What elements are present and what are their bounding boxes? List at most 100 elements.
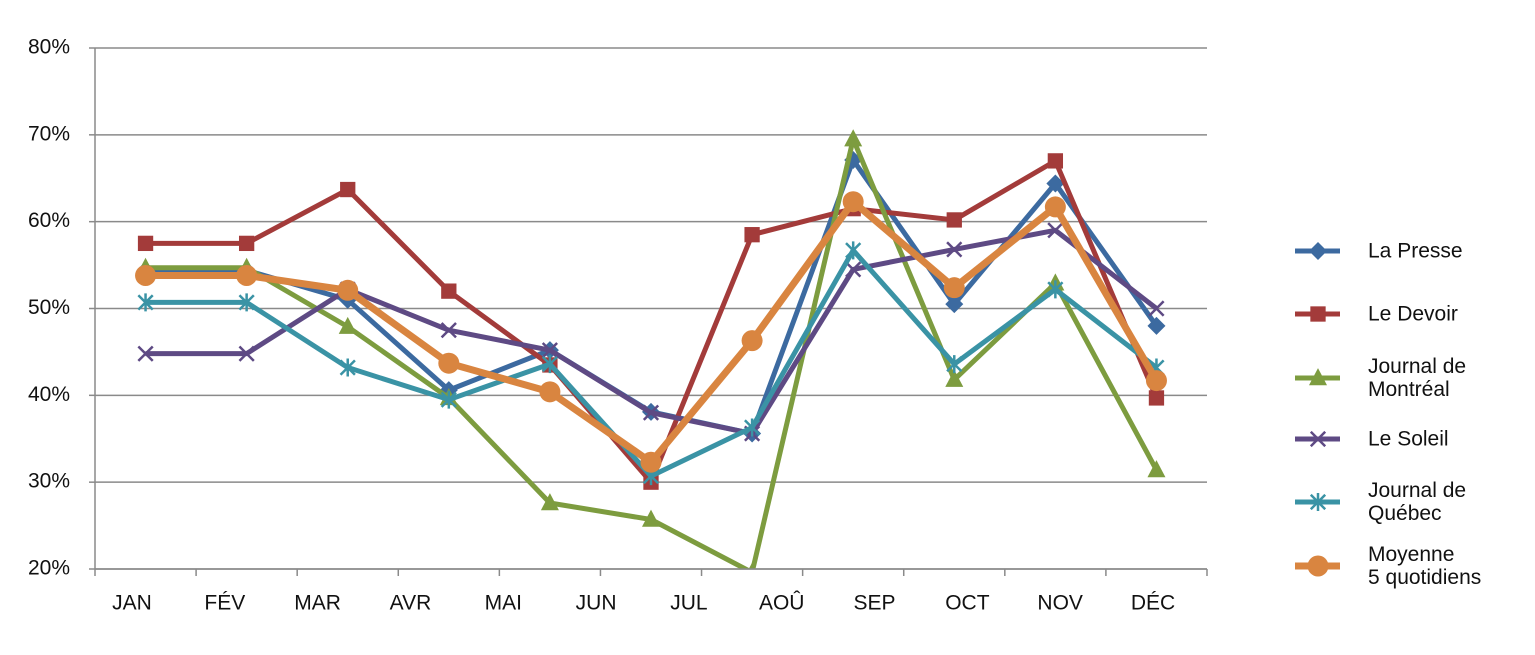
marker-part	[945, 369, 964, 387]
marker	[1046, 174, 1065, 193]
marker	[340, 181, 356, 198]
marker-part	[844, 129, 863, 147]
marker-part	[845, 241, 862, 260]
marker-part	[744, 418, 761, 437]
x-tick-label: FÉV	[204, 592, 245, 615]
marker-part	[842, 191, 864, 213]
marker	[1047, 280, 1064, 299]
marker-part	[845, 261, 862, 278]
marker	[1309, 493, 1327, 511]
x-tick-label: JAN	[112, 592, 152, 615]
marker	[137, 345, 154, 362]
x-tick-label: DÉC	[1131, 592, 1175, 615]
marker-part	[1145, 370, 1167, 392]
marker	[539, 381, 561, 403]
marker-part	[541, 342, 558, 359]
marker	[842, 191, 864, 213]
marker	[1147, 316, 1166, 335]
marker-part	[238, 345, 255, 362]
marker	[337, 279, 359, 301]
y-tick-label: 60%	[28, 209, 70, 232]
marker-part	[540, 493, 559, 511]
x-tick-label: JUL	[670, 592, 707, 615]
marker-part	[539, 381, 561, 403]
marker	[845, 241, 862, 260]
marker-part	[1307, 555, 1329, 577]
marker-part	[1046, 174, 1065, 193]
marker	[541, 355, 558, 374]
marker	[440, 390, 457, 409]
marker	[1047, 153, 1064, 169]
marker	[1307, 555, 1329, 577]
marker-part	[642, 509, 660, 527]
y-tick-label: 20%	[28, 557, 70, 580]
marker-part	[1047, 222, 1064, 239]
marker	[642, 404, 660, 421]
marker-part	[946, 241, 963, 258]
marker	[1044, 196, 1066, 218]
marker	[1148, 300, 1165, 317]
marker-part	[238, 235, 255, 252]
marker	[438, 352, 460, 374]
marker-part	[137, 345, 154, 362]
x-tick-label: OCT	[945, 592, 990, 615]
marker-part	[1309, 493, 1327, 511]
marker-part	[137, 235, 154, 252]
marker-part	[1047, 153, 1064, 169]
legend-label: Journal de Québec	[1368, 479, 1467, 525]
x-tick-label: MAI	[485, 592, 522, 615]
marker-part	[1047, 280, 1064, 299]
y-tick-label: 30%	[28, 470, 70, 493]
marker	[945, 295, 964, 314]
marker-part	[1310, 306, 1326, 322]
marker	[338, 316, 357, 334]
marker	[1310, 306, 1326, 322]
marker	[1147, 460, 1166, 478]
marker-part	[943, 277, 965, 299]
marker	[946, 355, 963, 374]
marker	[339, 358, 356, 377]
marker-part	[340, 181, 356, 198]
y-tick-label: 50%	[28, 296, 70, 319]
marker	[137, 293, 154, 312]
x-tick-label: AVR	[390, 592, 432, 615]
marker	[744, 227, 760, 243]
y-tick-label: 40%	[28, 383, 70, 406]
x-tick-label: AOÛ	[759, 592, 805, 615]
marker	[236, 265, 258, 287]
marker-part	[438, 352, 460, 374]
marker-part	[238, 293, 255, 312]
plot-area	[135, 129, 1167, 569]
marker-part	[137, 293, 154, 312]
marker	[238, 235, 255, 252]
marker	[135, 265, 157, 287]
marker-part	[741, 330, 763, 352]
marker	[946, 212, 962, 228]
marker-part	[541, 355, 558, 374]
marker	[540, 493, 559, 511]
marker	[642, 509, 660, 527]
marker-part	[236, 265, 258, 287]
marker-part	[946, 212, 962, 228]
legend-label: Le Devoir	[1368, 302, 1458, 326]
marker	[238, 345, 255, 362]
marker-part	[1148, 300, 1165, 317]
marker	[1145, 370, 1167, 392]
marker-part	[1044, 196, 1066, 218]
legend-label: Le Soleil	[1368, 427, 1449, 451]
y-tick-label: 70%	[28, 122, 70, 145]
legend-label: La Presse	[1368, 239, 1463, 263]
marker	[640, 451, 662, 473]
marker-part	[642, 404, 660, 421]
marker	[943, 277, 965, 299]
marker-part	[441, 283, 457, 299]
marker	[1148, 390, 1165, 406]
x-tick-label: SEP	[854, 592, 896, 615]
marker	[1047, 222, 1064, 239]
series-line	[145, 136, 1159, 569]
marker-part	[1309, 368, 1327, 386]
marker	[238, 293, 255, 312]
marker-part	[440, 390, 457, 409]
x-tick-label: JUN	[576, 592, 617, 615]
marker-part	[135, 265, 157, 287]
